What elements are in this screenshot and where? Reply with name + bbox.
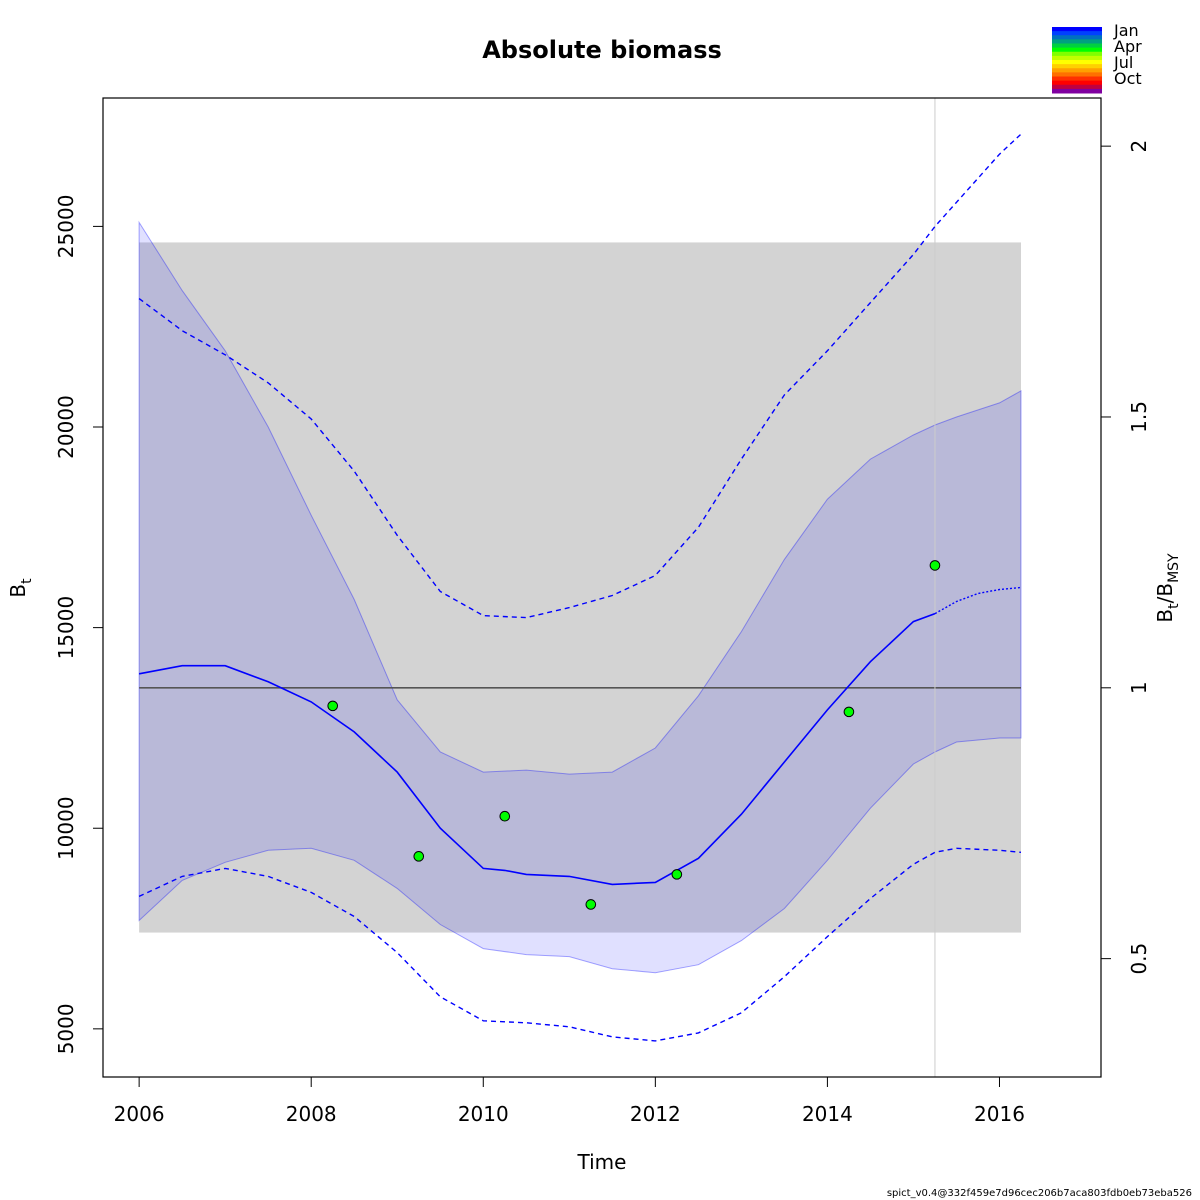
y2-tick-label: 2 <box>1127 140 1151 153</box>
bmsy-ci-rect <box>139 242 1021 933</box>
y-axis-label: Bt <box>6 578 35 598</box>
x-tick-label: 2006 <box>114 1102 165 1126</box>
y2-label-sub2: MSY <box>1166 553 1182 583</box>
legend-color-swatch <box>1052 84 1102 90</box>
biomass-forecast-line <box>934 586 1022 615</box>
legend-label: Jan <box>1113 21 1139 40</box>
observation-point <box>499 810 511 822</box>
observation-point <box>843 706 855 718</box>
biomass-estimate-line <box>138 612 936 886</box>
y2-label-main: B <box>1153 609 1177 623</box>
observation-point <box>327 700 339 712</box>
x-tick-label: 2014 <box>802 1102 853 1126</box>
legend-color-swatch <box>1052 72 1102 77</box>
legend-color-swatch <box>1052 27 1102 32</box>
legend-color-swatch <box>1052 47 1102 53</box>
y2-label-sub1: t <box>1166 603 1182 609</box>
y-axis-label-subscript: t <box>19 578 35 584</box>
y-tick-label: 25000 <box>54 195 78 259</box>
legend-color-swatch <box>1052 76 1102 82</box>
y2-label-slash: /B <box>1153 583 1177 603</box>
x-tick-label: 2008 <box>286 1102 337 1126</box>
y2-tick-label: 1 <box>1127 681 1151 694</box>
legend-color-swatch <box>1052 80 1102 86</box>
legend-label: Apr <box>1114 37 1142 56</box>
secondary-y-axis: 0.5 1 1.5 2 <box>1100 140 1151 975</box>
observation-point <box>671 869 683 880</box>
ci-lower-line <box>138 847 1022 1042</box>
y-tick-label: 15000 <box>54 596 78 660</box>
version-stamp: spict_v0.4@332f459e7d96cec206b7aca803fdb… <box>887 1188 1192 1199</box>
biomass-ci-band <box>138 220 1022 974</box>
y-axis-label-main: B <box>6 584 30 598</box>
x-tick-label: 2016 <box>974 1102 1025 1126</box>
svg-text:Bt/BMSY: Bt/BMSY <box>1153 553 1182 623</box>
legend-color-swatch <box>1052 35 1102 40</box>
secondary-y-axis-label: Bt/BMSY <box>1153 553 1182 623</box>
observation-point <box>413 851 425 862</box>
legend-color-swatch <box>1052 55 1102 61</box>
x-tick-label: 2010 <box>458 1102 509 1126</box>
legend-label: Oct <box>1114 69 1142 88</box>
observation-point <box>585 899 597 910</box>
legend-color-swatch <box>1052 39 1102 44</box>
y-tick-label: 20000 <box>54 395 78 459</box>
x-axis: 2006 2008 2010 2012 2014 2016 <box>114 1076 1025 1126</box>
x-tick-label: 2012 <box>630 1102 681 1126</box>
x-axis-label: Time <box>577 1150 627 1174</box>
observation-point <box>929 560 941 571</box>
legend-color-swatch <box>1052 64 1102 69</box>
y2-tick-label: 1.5 <box>1127 401 1151 433</box>
y2-tick-label: 0.5 <box>1127 943 1151 975</box>
legend-color-swatch <box>1052 51 1102 57</box>
legend-color-swatch <box>1052 60 1102 65</box>
legend-label: Jul <box>1113 53 1133 72</box>
legend-color-swatch <box>1052 68 1102 73</box>
y-tick-label: 10000 <box>54 796 78 860</box>
y-tick-label: 5000 <box>54 1003 78 1054</box>
plot-area <box>138 98 1022 1077</box>
legend-color-swatch <box>1052 31 1102 36</box>
legend-color-swatch <box>1052 43 1102 49</box>
ci-upper-line <box>138 133 1022 619</box>
svg-text:Bt: Bt <box>6 578 35 598</box>
legend-color-swatch <box>1052 88 1102 94</box>
y-axis: 5000 10000 15000 20000 25000 <box>54 195 104 1054</box>
chart-title: Absolute biomass <box>482 36 722 64</box>
